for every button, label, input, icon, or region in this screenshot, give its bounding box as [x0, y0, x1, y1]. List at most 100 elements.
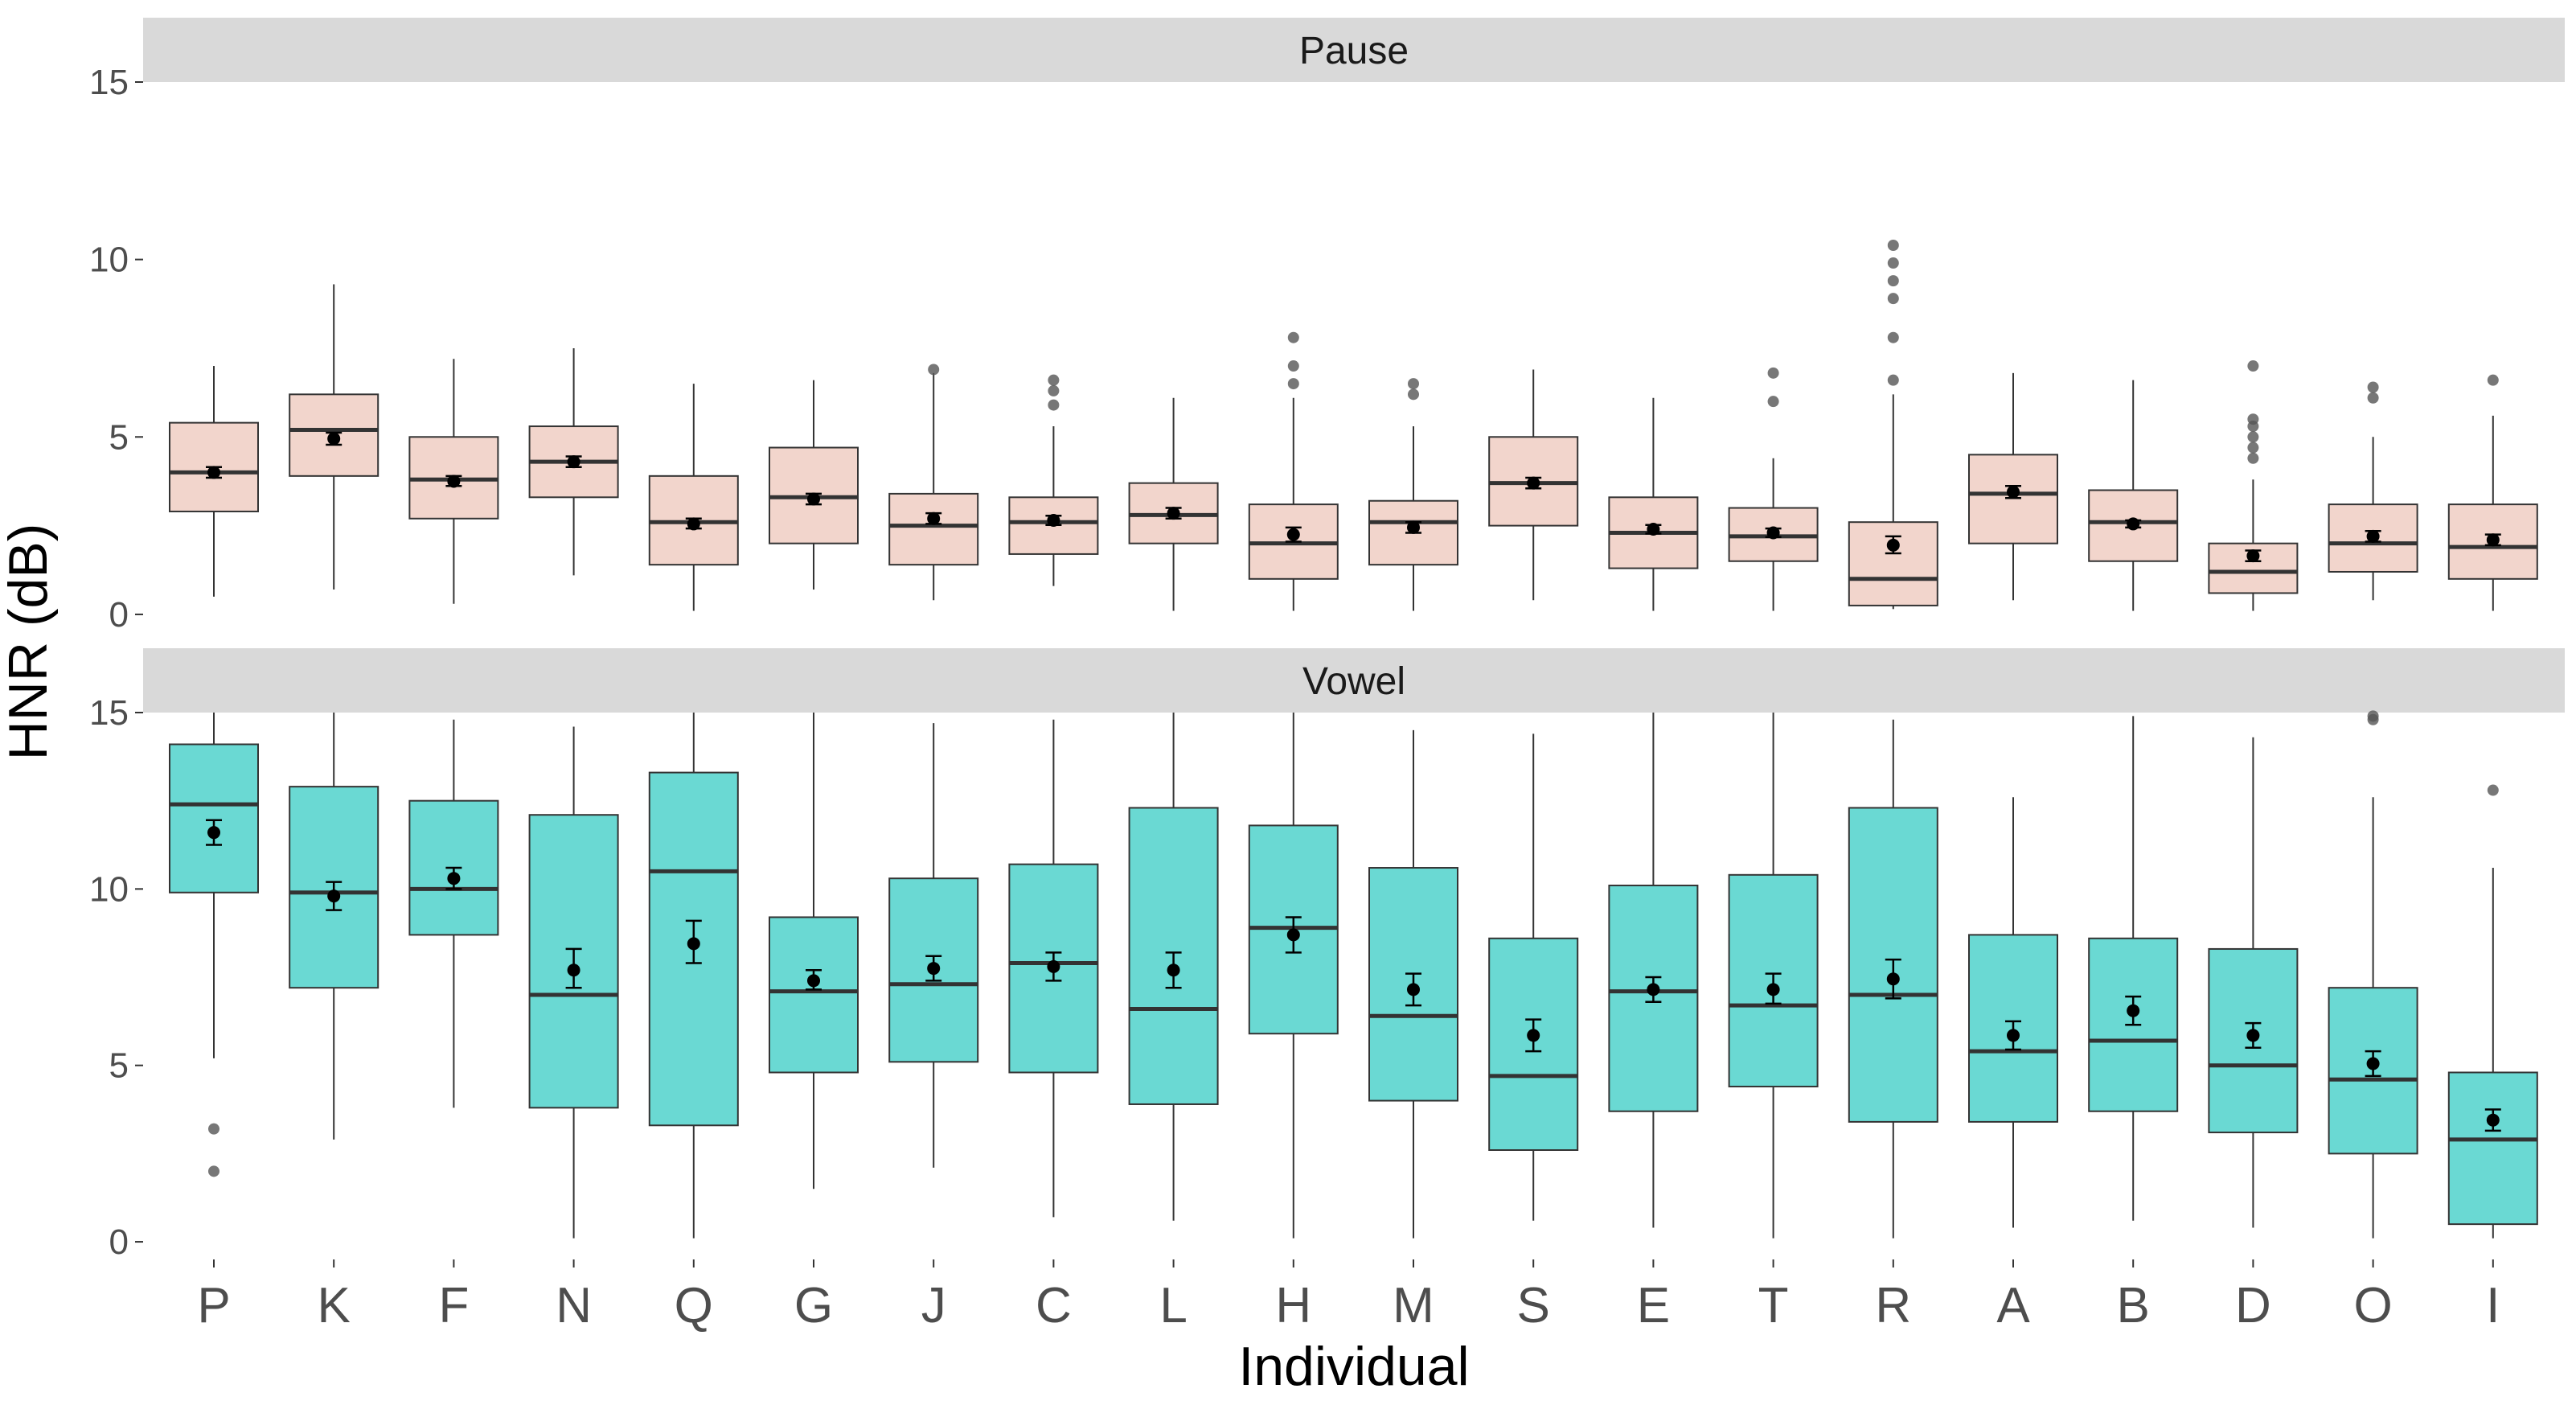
box-L — [1128, 713, 1219, 1221]
mean-point — [2007, 1029, 2020, 1042]
x-tick-label-E: E — [1637, 1278, 1670, 1333]
facet-strip-vowel — [143, 648, 2565, 713]
x-tick-label-O: O — [2353, 1278, 2392, 1333]
y-tick-label: 5 — [109, 1046, 129, 1086]
box-body — [1848, 807, 1938, 1123]
y-tick-label: 0 — [109, 595, 129, 635]
x-tick-label-H: H — [1275, 1278, 1311, 1333]
x-tick-label-B: B — [2117, 1278, 2150, 1333]
mean-point — [447, 872, 461, 885]
box-K — [289, 284, 379, 590]
x-tick-label-A: A — [1996, 1278, 2030, 1333]
mean-point — [1286, 528, 1300, 541]
mean-point — [567, 455, 580, 469]
mean-point — [927, 512, 941, 525]
outlier-point — [2487, 784, 2499, 796]
mean-point — [687, 517, 700, 531]
mean-point — [1647, 983, 1660, 996]
y-axis: 0 5 10 15 0 5 10 15 — [89, 63, 143, 1262]
outlier-point — [208, 1165, 219, 1177]
y-tick-label: 5 — [109, 417, 129, 457]
y-tick-label: 15 — [89, 693, 129, 733]
box-Q — [648, 713, 739, 1239]
y-tick-label: 10 — [89, 869, 129, 909]
mean-point — [1167, 507, 1180, 520]
mean-point — [807, 492, 820, 506]
outlier-point — [208, 1123, 219, 1135]
mean-point — [327, 889, 341, 903]
outlier-point — [1887, 239, 1899, 251]
box-H — [1248, 331, 1339, 611]
x-tick-label-I: I — [2486, 1278, 2500, 1333]
facet-strip-label: Vowel — [1302, 660, 1405, 703]
x-tick-label-P: P — [197, 1278, 230, 1333]
box-R — [1848, 719, 1938, 1239]
box-A — [1968, 797, 2058, 1228]
box-N — [528, 347, 619, 576]
mean-point — [207, 826, 220, 840]
x-tick-label-Q: Q — [675, 1278, 713, 1333]
mean-point — [2246, 1029, 2260, 1042]
mean-point — [1527, 1029, 1540, 1042]
outlier-point — [1287, 378, 1299, 390]
x-tick-label-J: J — [921, 1278, 946, 1333]
outlier-point — [1887, 293, 1899, 305]
facet-strip-label: Pause — [1299, 30, 1409, 72]
box-S — [1488, 733, 1579, 1221]
outlier-point — [1887, 331, 1899, 343]
outlier-point — [1287, 331, 1299, 343]
mean-point — [1047, 513, 1060, 527]
box-C — [1008, 374, 1099, 586]
box-body — [408, 799, 499, 936]
box-J — [888, 723, 979, 1168]
box-M — [1368, 378, 1458, 611]
outlier-point — [1048, 384, 1060, 396]
y-tick-label: 0 — [109, 1222, 129, 1262]
outlier-point — [1887, 275, 1899, 287]
panel-pause — [169, 239, 2538, 611]
box-T — [1728, 713, 1819, 1239]
mean-point — [2127, 517, 2140, 531]
facet-strips: Pause Vowel — [143, 18, 2565, 713]
mean-point — [2246, 549, 2260, 563]
box-B — [2088, 380, 2179, 611]
mean-point — [1407, 520, 1420, 534]
outlier-point — [1048, 374, 1060, 386]
mean-point — [2007, 485, 2020, 499]
box-D — [2208, 360, 2299, 611]
outlier-point — [1408, 378, 1419, 390]
mean-point — [1047, 959, 1060, 973]
box-F — [408, 719, 499, 1108]
facet-strip-pause — [143, 18, 2565, 82]
box-K — [289, 713, 379, 1140]
box-G — [769, 380, 859, 590]
mean-point — [1527, 476, 1540, 490]
x-tick-label-C: C — [1036, 1278, 1072, 1333]
box-M — [1368, 729, 1458, 1239]
box-G — [769, 713, 859, 1189]
x-tick-label-T: T — [1758, 1278, 1789, 1333]
x-tick-label-R: R — [1875, 1278, 1911, 1333]
y-tick-label: 15 — [89, 63, 129, 102]
mean-point — [1167, 963, 1180, 977]
box-B — [2088, 716, 2179, 1221]
x-tick-label-D: D — [2235, 1278, 2271, 1333]
outlier-point — [2247, 442, 2259, 454]
outlier-point — [2247, 431, 2259, 443]
outlier-point — [2367, 392, 2379, 404]
box-body — [2447, 1071, 2538, 1226]
mean-point — [687, 937, 700, 951]
box-body — [888, 492, 979, 566]
box-A — [1968, 372, 2058, 601]
x-tick-label-N: N — [556, 1278, 592, 1333]
box-H — [1248, 713, 1339, 1239]
box-S — [1488, 369, 1579, 601]
outlier-point — [1408, 388, 1419, 401]
box-body — [1968, 454, 2058, 544]
box-E — [1608, 397, 1699, 611]
mean-point — [2366, 529, 2380, 543]
mean-point — [2486, 1113, 2500, 1127]
box-Q — [648, 384, 739, 611]
box-body — [769, 916, 859, 1074]
